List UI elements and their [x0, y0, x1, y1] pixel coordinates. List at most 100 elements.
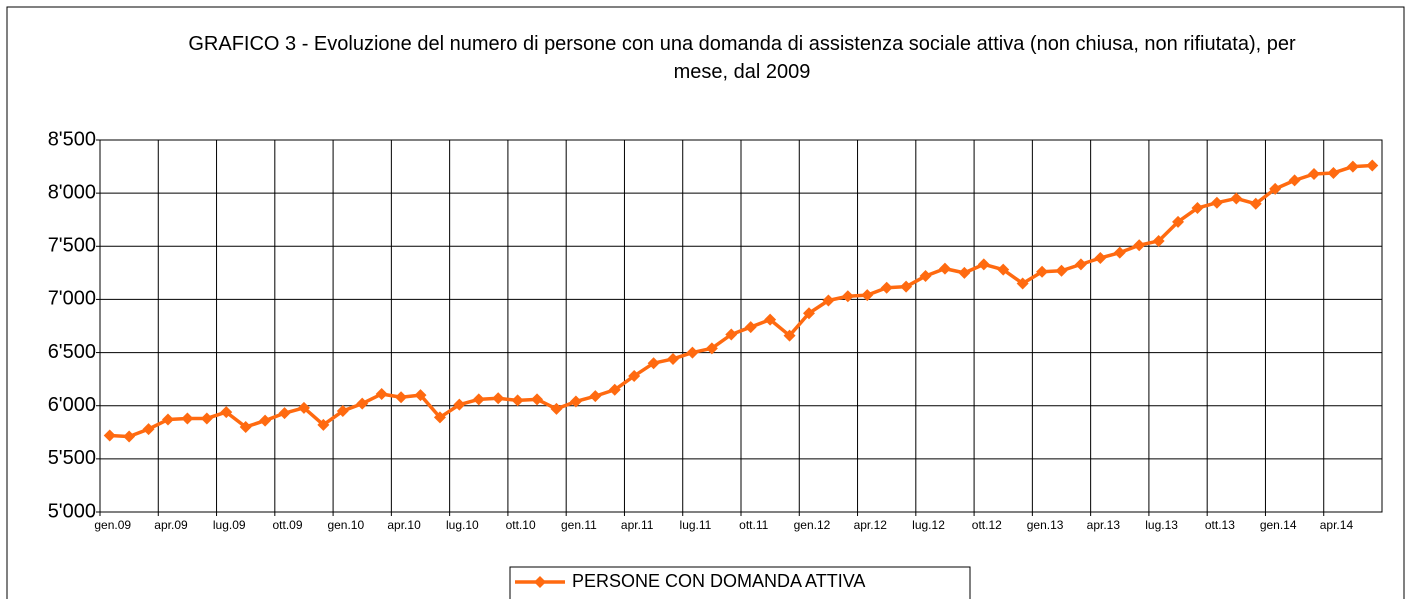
marker [395, 391, 408, 404]
y-tick-label: 7'500 [48, 235, 96, 257]
marker [802, 307, 815, 320]
marker [200, 412, 213, 425]
marker [375, 388, 388, 401]
x-tick-label: apr.13 [1087, 518, 1121, 532]
x-tick-label: gen.12 [794, 518, 831, 532]
legend-marker [534, 576, 546, 588]
marker [278, 407, 291, 420]
marker [1094, 251, 1107, 264]
chart-border [6, 6, 1405, 599]
marker [433, 411, 446, 424]
x-tick-label: ott.10 [506, 518, 536, 532]
marker [142, 423, 155, 436]
x-tick-label: ott.13 [1205, 518, 1235, 532]
marker [1249, 197, 1262, 210]
marker [297, 401, 310, 414]
x-tick-label: lug.13 [1145, 518, 1178, 532]
series-line [109, 163, 1373, 439]
marker [783, 329, 796, 342]
marker [511, 394, 524, 407]
legend-label: PERSONE CON DOMANDA ATTIVA [572, 571, 865, 591]
marker [1308, 168, 1321, 181]
x-tick-label: apr.10 [387, 518, 421, 532]
marker [1055, 264, 1068, 277]
marker [977, 258, 990, 271]
marker [1269, 182, 1282, 195]
marker [453, 398, 466, 411]
y-tick-label: 8'500 [48, 128, 96, 150]
marker [103, 429, 116, 442]
marker [822, 294, 835, 307]
x-tick-label: lug.12 [912, 518, 945, 532]
marker [589, 390, 602, 403]
marker [608, 383, 621, 396]
x-tick-label: apr.09 [154, 518, 188, 532]
marker [1036, 265, 1049, 278]
marker [356, 397, 369, 410]
x-tick-label: gen.10 [327, 518, 364, 532]
legend-box [509, 566, 971, 599]
marker [531, 393, 544, 406]
marker [628, 369, 641, 382]
marker [647, 357, 660, 370]
marker [1074, 258, 1087, 271]
marker [997, 263, 1010, 276]
marker [1191, 202, 1204, 215]
marker [161, 413, 174, 426]
x-tick-label: apr.14 [1320, 518, 1354, 532]
marker [1288, 174, 1301, 187]
marker [492, 392, 505, 405]
y-tick-label: 6'500 [48, 341, 96, 363]
marker [550, 402, 563, 415]
marker [686, 346, 699, 359]
marker [841, 290, 854, 303]
marker [472, 393, 485, 406]
x-tick-label: ott.09 [273, 518, 303, 532]
y-tick-label: 8'000 [48, 181, 96, 203]
x-tick-label: gen.11 [561, 518, 597, 532]
marker [239, 420, 252, 433]
marker [1346, 160, 1359, 173]
marker [1366, 159, 1379, 172]
marker [336, 405, 349, 418]
marker [900, 280, 913, 293]
x-tick-label: apr.11 [621, 518, 654, 532]
marker [1016, 277, 1029, 290]
x-tick-label: ott.12 [972, 518, 1002, 532]
marker [667, 352, 680, 365]
marker [1172, 215, 1185, 228]
x-tick-label: gen.13 [1027, 518, 1064, 532]
marker [569, 395, 582, 408]
marker [919, 270, 932, 283]
x-tick-label: apr.12 [854, 518, 888, 532]
marker [123, 430, 136, 443]
marker [764, 313, 777, 326]
y-tick-label: 6'000 [48, 394, 96, 416]
marker [958, 266, 971, 279]
chart-title: GRAFICO 3 - Evoluzione del numero di per… [188, 33, 1296, 83]
x-tick-label: lug.11 [680, 518, 712, 532]
x-tick-label: gen.14 [1260, 518, 1297, 532]
marker [1133, 239, 1146, 252]
y-tick-label: 7'000 [48, 288, 96, 310]
marker [220, 406, 233, 419]
marker [414, 389, 427, 402]
x-tick-label: ott.11 [739, 518, 768, 532]
marker [705, 342, 718, 355]
marker [725, 328, 738, 341]
marker [861, 289, 874, 302]
marker [744, 321, 757, 334]
marker [938, 262, 951, 275]
marker [880, 281, 893, 294]
marker [1327, 166, 1340, 179]
marker [181, 412, 194, 425]
x-tick-label: gen.09 [94, 518, 131, 532]
x-tick-label: lug.09 [213, 518, 246, 532]
marker [1152, 234, 1165, 247]
marker [1210, 196, 1223, 209]
marker [317, 418, 330, 431]
marker [259, 414, 272, 427]
x-tick-label: lug.10 [446, 518, 479, 532]
